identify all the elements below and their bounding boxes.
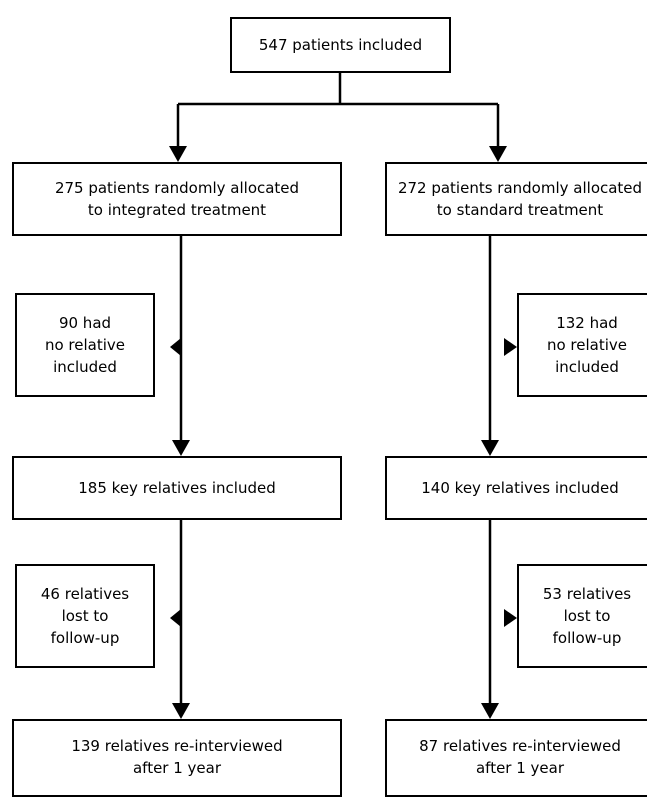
box-text: 90 had (58, 314, 112, 332)
box-text: 275 patients randomly allocated (54, 179, 300, 197)
box-text: lost to (61, 607, 109, 625)
arrow-down-right-alloc (489, 146, 507, 162)
box-text: 547 patients included (258, 36, 423, 54)
arrow-down-right-reinterviewed (481, 703, 499, 719)
box-text: included (53, 358, 117, 376)
box-text: 272 patients randomly allocated (397, 179, 643, 197)
box-right-reinterviewed: 87 relatives re-interviewed after 1 year (385, 719, 647, 797)
arrow-left-no-relative (170, 338, 181, 356)
box-left-no-relative: 90 had no relative included (15, 293, 155, 397)
box-text: no relative (546, 336, 628, 354)
box-right-allocated: 272 patients randomly allocated to stand… (385, 162, 647, 236)
arrow-left-lost (170, 609, 181, 627)
box-patients-included: 547 patients included (230, 17, 451, 73)
box-text: 53 relatives (542, 585, 632, 603)
box-text: to standard treatment (436, 201, 604, 219)
arrow-down-left-reinterviewed (172, 703, 190, 719)
box-right-key-relatives: 140 key relatives included (385, 456, 647, 520)
box-text: 140 key relatives included (421, 479, 619, 497)
box-left-key-relatives: 185 key relatives included (12, 456, 342, 520)
box-text: 132 had (556, 314, 618, 332)
box-left-allocated: 275 patients randomly allocated to integ… (12, 162, 342, 236)
arrow-right-lost (504, 609, 517, 627)
arrow-down-left-key (172, 440, 190, 456)
box-right-lost: 53 relatives lost to follow-up (517, 564, 647, 668)
box-text: included (555, 358, 619, 376)
box-text: lost to (563, 607, 611, 625)
box-right-no-relative: 132 had no relative included (517, 293, 647, 397)
box-left-reinterviewed: 139 relatives re-interviewed after 1 yea… (12, 719, 342, 797)
box-text: 46 relatives (40, 585, 130, 603)
box-text: follow-up (552, 629, 622, 647)
box-left-lost: 46 relatives lost to follow-up (15, 564, 155, 668)
box-text: 139 relatives re-interviewed (71, 737, 283, 755)
box-text: follow-up (50, 629, 120, 647)
box-text: 185 key relatives included (78, 479, 276, 497)
box-text: to integrated treatment (87, 201, 267, 219)
box-text: after 1 year (132, 759, 222, 777)
box-text: after 1 year (475, 759, 565, 777)
box-text: 87 relatives re-interviewed (419, 737, 621, 755)
arrow-down-right-key (481, 440, 499, 456)
box-text: no relative (44, 336, 126, 354)
arrow-down-left-alloc (169, 146, 187, 162)
arrow-right-no-relative (504, 338, 517, 356)
